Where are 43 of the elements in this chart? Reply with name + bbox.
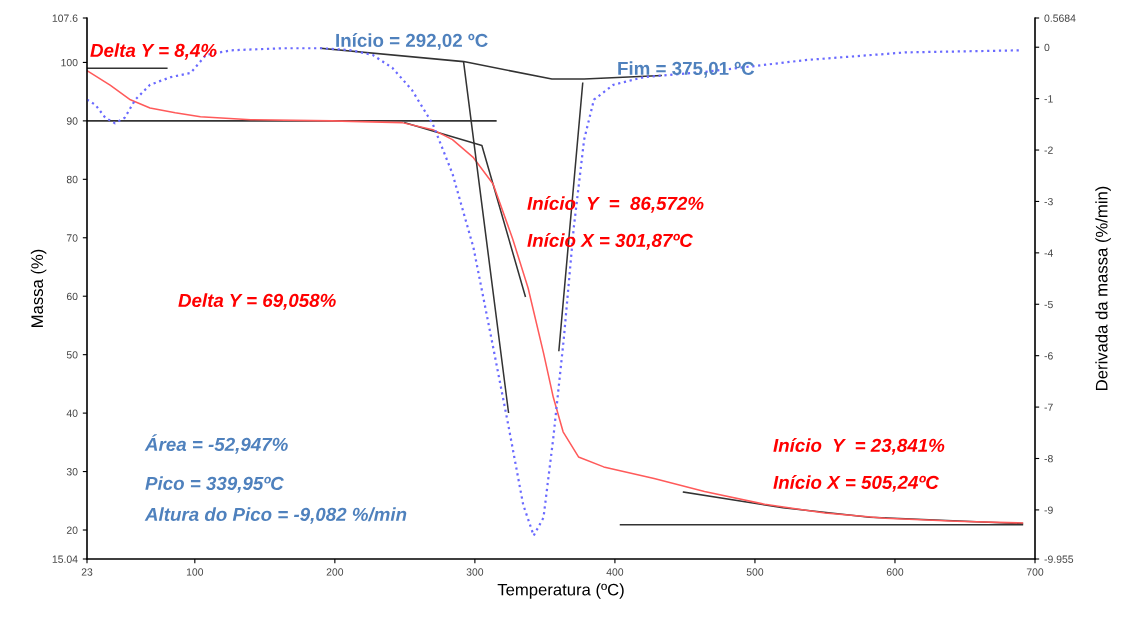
y-tick-label: 30	[66, 468, 78, 476]
y-tick-label: 40	[66, 409, 78, 417]
y2-tick-label: -9.955	[1044, 555, 1074, 563]
y-tick-label: 80	[66, 175, 78, 184]
x-axis-title: Temperatura (ºC)	[497, 583, 624, 599]
x-tick-label: 200	[326, 568, 344, 576]
y-axis-title: Massa (%)	[30, 249, 47, 327]
annotation: Início X = 505,24ºC	[773, 475, 939, 492]
y-tick-label: 50	[66, 351, 78, 359]
x-tick-label: 300	[466, 568, 484, 576]
x-tick-label: 100	[186, 568, 204, 576]
y2-tick-label: -5	[1044, 300, 1053, 309]
y2-tick-label: -1	[1044, 95, 1053, 103]
y-tick-label: 20	[66, 526, 78, 534]
x-tick-label: 500	[746, 568, 764, 576]
y2-tick-label: -6	[1044, 352, 1053, 360]
y2-axis-title: Derivada da massa (%/min)	[1095, 186, 1111, 390]
annotation: Delta Y = 69,058%	[178, 293, 336, 310]
y2-tick-label: 0.5684	[1044, 14, 1076, 22]
y-tick-label: 107.6	[52, 14, 78, 22]
y2-tick-label: -2	[1044, 146, 1053, 154]
x-tick-label: 600	[886, 568, 904, 576]
y2-tick-label: -3	[1044, 197, 1053, 206]
y-tick-label: 60	[66, 292, 78, 301]
y-tick-label: 70	[66, 234, 78, 242]
y-tick-label: 100	[61, 58, 78, 67]
x-tick-label: 23	[81, 568, 93, 576]
y2-tick-label: -4	[1044, 249, 1053, 257]
annotation: Delta Y = 8,4%	[90, 43, 217, 60]
y-tick-label: 90	[66, 117, 78, 125]
annotation: Área = -52,947%	[144, 434, 288, 454]
annotation: Fim = 375,01 ºC	[618, 61, 755, 78]
annotation: Início Y = 23,841%	[773, 438, 945, 455]
annotation: Pico = 339,95ºC	[145, 476, 284, 493]
x-tick-label: 700	[1026, 568, 1044, 576]
y-tick-label: 15.04	[52, 555, 78, 563]
y2-tick-label: -8	[1044, 455, 1053, 463]
annotation: Altura do Pico = -9,082 %/min	[144, 507, 407, 524]
y2-tick-label: -7	[1044, 403, 1053, 411]
annotation: Início = 292,02 ºC	[336, 33, 488, 50]
y2-tick-label: 0	[1044, 43, 1050, 52]
y2-tick-label: -9	[1044, 506, 1053, 514]
x-tick-label: 400	[606, 568, 624, 576]
